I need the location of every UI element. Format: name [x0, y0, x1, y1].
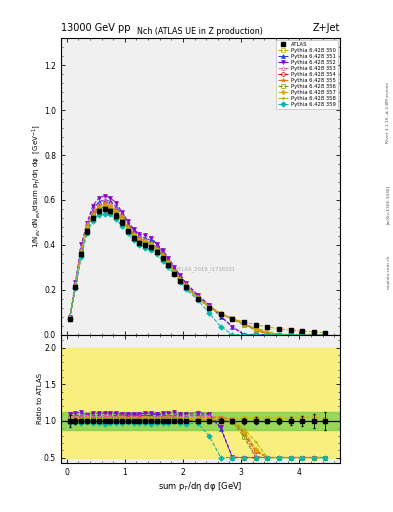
Legend: ATLAS, Pythia 6.428 350, Pythia 6.428 351, Pythia 6.428 352, Pythia 6.428 353, P: ATLAS, Pythia 6.428 350, Pythia 6.428 35…	[275, 40, 338, 109]
Text: Z+Jet: Z+Jet	[312, 23, 340, 33]
Bar	[61, 348, 340, 458]
Y-axis label: 1/N$_{ev}$ dN$_{ev}$/dsum p$_T$/dη dφ  [GeV$^{-1}$]: 1/N$_{ev}$ dN$_{ev}$/dsum p$_T$/dη dφ [G…	[30, 124, 42, 248]
Text: 13000 GeV pp: 13000 GeV pp	[61, 23, 130, 33]
Y-axis label: Ratio to ATLAS: Ratio to ATLAS	[37, 373, 42, 424]
Text: [arXiv:1306.3436]: [arXiv:1306.3436]	[386, 185, 390, 224]
Text: Rivet 3.1.10, ≥ 2.8M events: Rivet 3.1.10, ≥ 2.8M events	[386, 82, 390, 143]
Text: ATLAS_2019_I1736531: ATLAS_2019_I1736531	[176, 267, 236, 272]
Title: Nch (ATLAS UE in Z production): Nch (ATLAS UE in Z production)	[138, 27, 263, 36]
X-axis label: sum p$_T$/dη dφ [GeV]: sum p$_T$/dη dφ [GeV]	[158, 480, 243, 493]
Bar	[61, 412, 340, 430]
Text: mcplots.cern.ch: mcplots.cern.ch	[386, 254, 390, 289]
